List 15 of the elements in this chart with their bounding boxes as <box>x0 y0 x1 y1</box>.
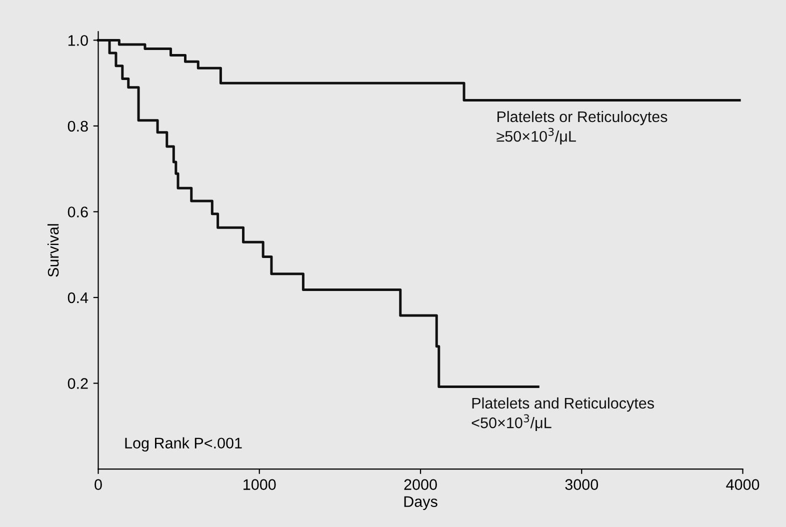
y-tick-label: 0.8 <box>68 120 88 132</box>
x-tick-label: 1000 <box>244 479 276 490</box>
y-tick-label: 0.4 <box>68 292 88 304</box>
series-label: Platelets and Reticulocytes <50×10$^{3}$/μL <box>472 397 654 432</box>
y-axis-title: Survival <box>47 224 59 277</box>
y-tick-label: 0.2 <box>68 378 88 389</box>
x-tick-label: 4000 <box>726 479 760 490</box>
x-tick-label: 2000 <box>404 479 437 490</box>
annotation: Log Rank P<.001 <box>125 437 242 452</box>
x-axis-title: Days <box>404 496 438 510</box>
series-label: Platelets or Reticulocytes ≥50×10$^{3}$/μL <box>496 110 668 145</box>
y-tick-label: 1.0 <box>68 35 88 46</box>
x-tick-label: 3000 <box>565 479 598 490</box>
x-tick-label: 0 <box>94 479 102 490</box>
y-tick-label: 0.6 <box>68 206 88 218</box>
